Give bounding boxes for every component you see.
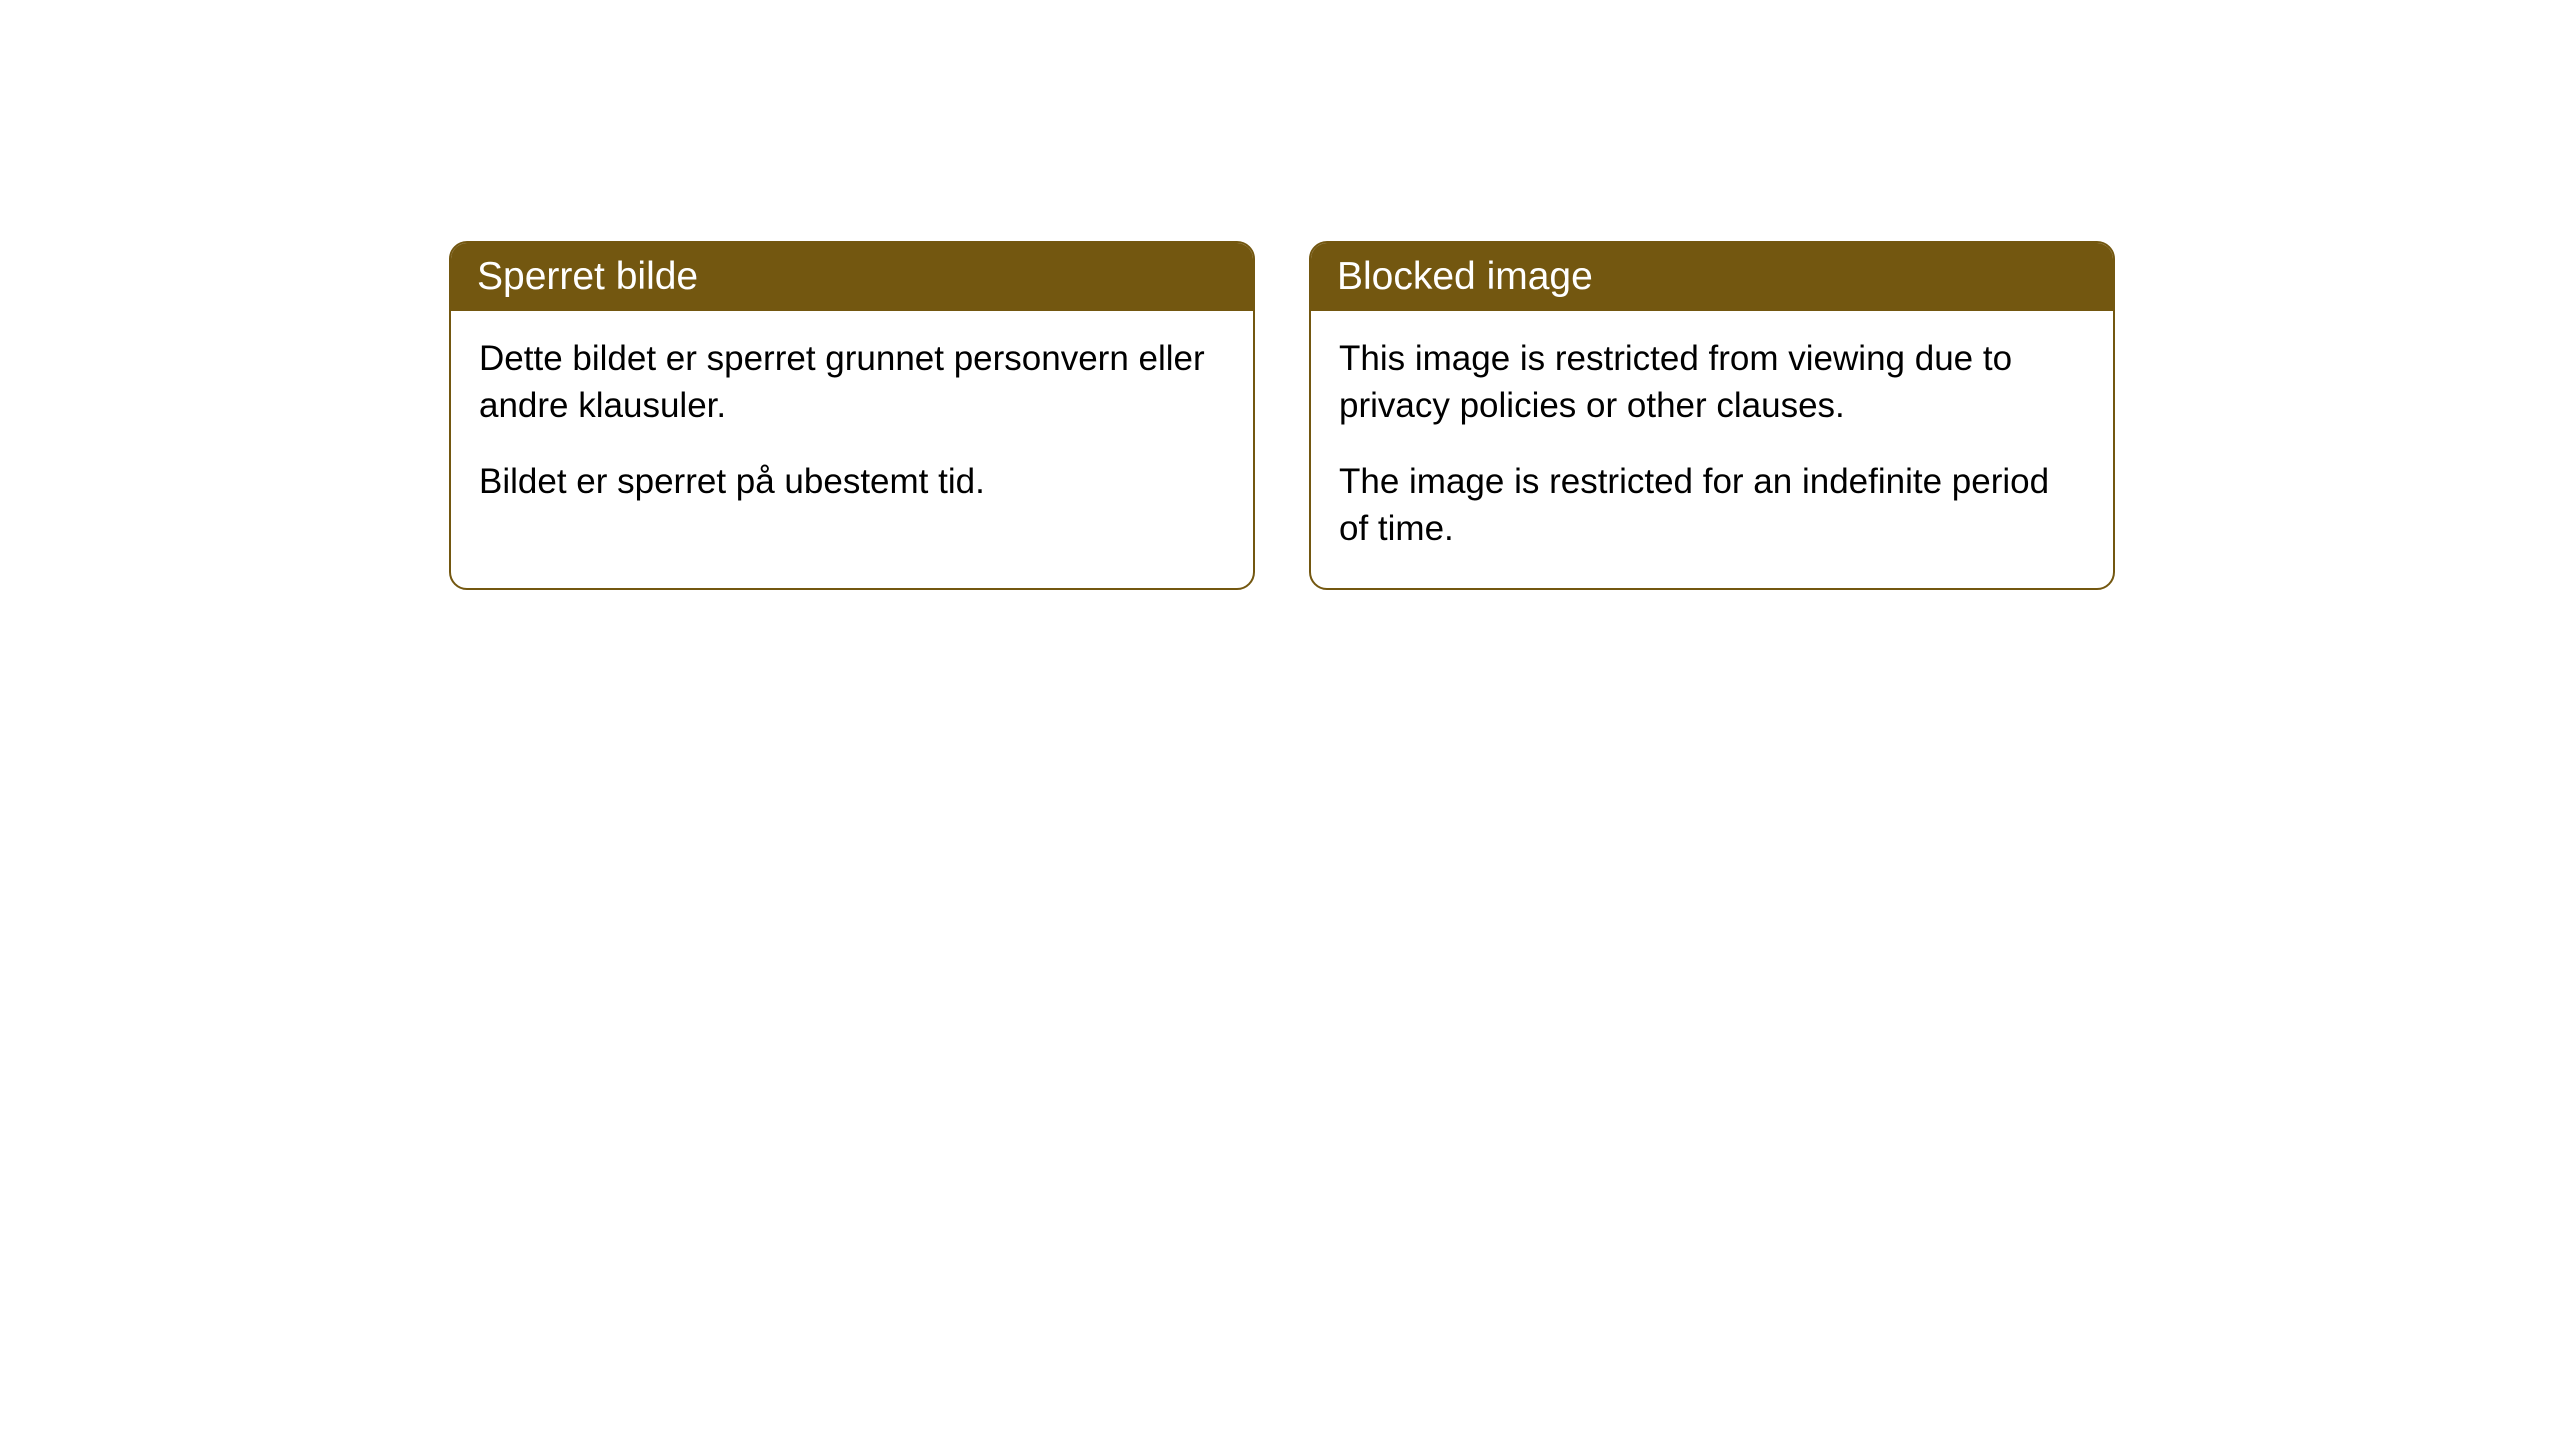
card-body: This image is restricted from viewing du… xyxy=(1311,311,2113,588)
card-title: Sperret bilde xyxy=(477,255,698,298)
card-body: Dette bildet er sperret grunnet personve… xyxy=(451,311,1253,541)
notice-container: Sperret bilde Dette bildet er sperret gr… xyxy=(449,241,2115,590)
card-paragraph: Dette bildet er sperret grunnet personve… xyxy=(479,335,1225,430)
card-title: Blocked image xyxy=(1337,255,1593,298)
card-paragraph: Bildet er sperret på ubestemt tid. xyxy=(479,458,1225,505)
notice-card-english: Blocked image This image is restricted f… xyxy=(1309,241,2115,590)
card-header: Blocked image xyxy=(1311,243,2113,311)
card-paragraph: The image is restricted for an indefinit… xyxy=(1339,458,2085,553)
notice-card-norwegian: Sperret bilde Dette bildet er sperret gr… xyxy=(449,241,1255,590)
card-header: Sperret bilde xyxy=(451,243,1253,311)
card-paragraph: This image is restricted from viewing du… xyxy=(1339,335,2085,430)
